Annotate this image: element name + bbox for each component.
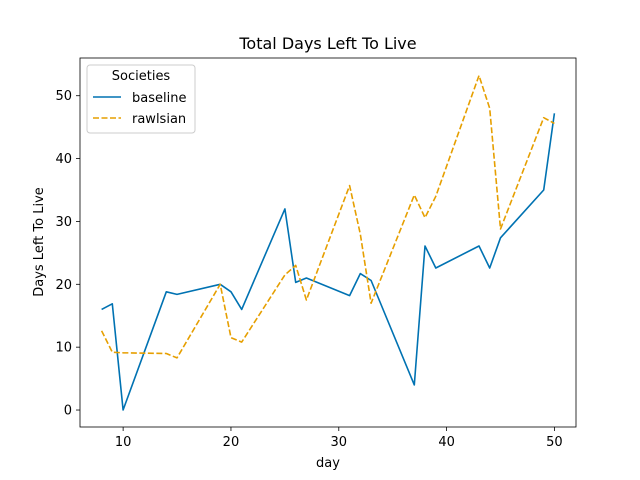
- series-layer: [100, 74, 556, 411]
- x-tick-label: 20: [223, 435, 240, 450]
- y-tick-label: 50: [55, 89, 72, 104]
- plot-area: [79, 57, 577, 428]
- legend-label-rawlsian: rawlsian: [132, 112, 186, 127]
- series-line-baseline: [101, 113, 556, 411]
- x-tick-label: 10: [115, 435, 132, 450]
- legend-box: [86, 64, 196, 134]
- x-axis-label: day: [316, 456, 340, 471]
- legend: Societies baseline rawlsian: [86, 64, 196, 134]
- chart-title: Total Days Left To Live: [238, 34, 416, 53]
- legend-label-baseline: baseline: [132, 91, 186, 106]
- legend-title: Societies: [112, 69, 171, 84]
- y-tick-label: 0: [64, 404, 72, 419]
- y-axis-label: Days Left To Live: [32, 187, 47, 297]
- x-tick-label: 40: [438, 435, 455, 450]
- x-tick-label: 30: [331, 435, 348, 450]
- y-axis: 0 10 20 30 40 50: [55, 89, 80, 419]
- y-tick-label: 30: [55, 215, 72, 230]
- axes-frame: [79, 57, 577, 428]
- x-tick-label: 50: [546, 435, 563, 450]
- y-tick-label: 40: [55, 152, 72, 167]
- y-tick-label: 20: [55, 278, 72, 293]
- y-tick-label: 10: [55, 341, 72, 356]
- x-axis: 10 20 30 40 50: [115, 427, 563, 450]
